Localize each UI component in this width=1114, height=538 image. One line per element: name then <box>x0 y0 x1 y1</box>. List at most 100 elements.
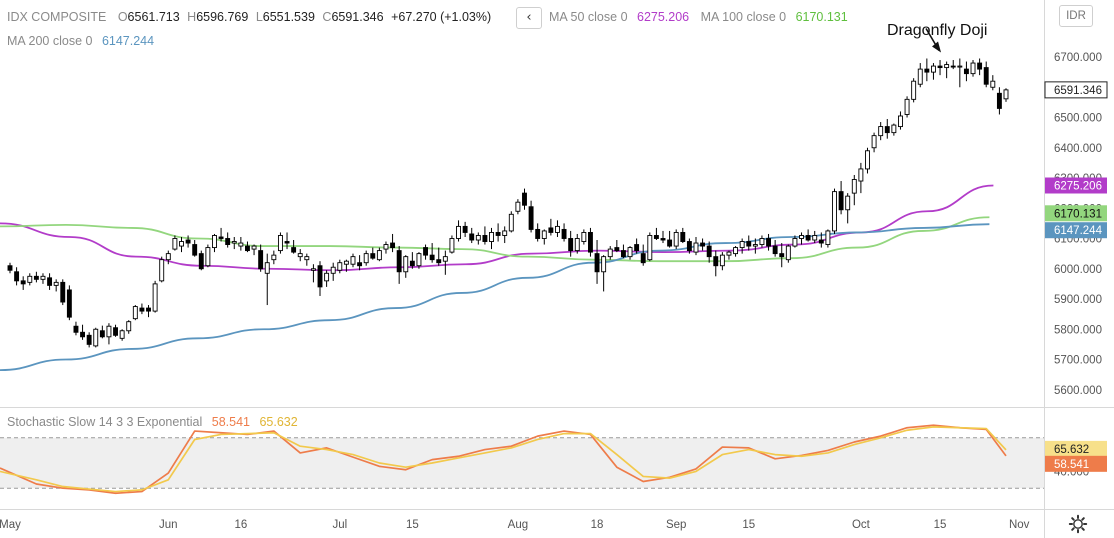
candle-body <box>159 259 165 282</box>
candle-body <box>119 330 125 339</box>
ma50-value: 6275.206 <box>637 10 690 24</box>
candle-body <box>799 235 804 239</box>
candle-body <box>1003 89 1009 100</box>
candle-body <box>653 235 659 239</box>
candle-body <box>673 231 679 247</box>
stochastic-d-value: 65.632 <box>259 415 298 429</box>
time-tick-label: Aug <box>508 519 528 531</box>
time-tick-label: 18 <box>591 519 604 531</box>
symbol-name[interactable]: IDX COMPOSITE <box>7 10 107 24</box>
gear-icon[interactable] <box>1068 514 1088 534</box>
candle-body <box>647 235 653 261</box>
candle-body <box>779 253 785 258</box>
stochastic-legend: Stochastic Slow 14 3 3 Exponential 58.54… <box>7 415 298 429</box>
candlestick-series <box>7 58 1009 348</box>
candle-body <box>990 80 996 88</box>
candle-body <box>7 265 13 271</box>
candle-body <box>588 231 593 253</box>
candle-body <box>396 250 402 273</box>
candle-body <box>884 126 890 134</box>
candle-body <box>304 256 310 261</box>
ma200-value: 6147.244 <box>101 34 155 48</box>
candle-body <box>719 254 725 267</box>
candle-body <box>317 265 323 288</box>
price-tick-label: 5800.000 <box>1054 324 1102 336</box>
candle-body <box>904 98 910 115</box>
candle-body <box>146 307 151 312</box>
candle-body <box>310 268 316 271</box>
candle-body <box>851 179 857 194</box>
candle-body <box>766 238 771 247</box>
candle-body <box>172 238 178 250</box>
candle-body <box>878 126 884 137</box>
candle-body <box>409 260 415 267</box>
candle-body <box>33 275 39 280</box>
candle-body <box>277 235 283 252</box>
candle-body <box>977 62 983 70</box>
time-tick-label: 15 <box>934 519 947 531</box>
price-tick-label: 5900.000 <box>1054 294 1102 306</box>
candle-body <box>469 233 475 241</box>
candle-body <box>251 245 257 250</box>
candle-body <box>370 253 376 259</box>
candle-body <box>139 307 145 312</box>
stochastic-k-value: 58.541 <box>211 415 250 429</box>
candle-body <box>528 206 534 230</box>
ma200-price-tag: 6147.244 <box>1054 225 1103 237</box>
candle-body <box>535 228 541 239</box>
high-label: H <box>187 10 197 24</box>
legend-collapse-button[interactable]: ‹ <box>516 7 542 29</box>
price-tick-label: 6500.000 <box>1054 113 1102 125</box>
candle-body <box>357 262 363 267</box>
ma100-label[interactable]: MA 100 close 0 <box>700 10 787 24</box>
moving-average-lines <box>0 184 994 371</box>
candle-body <box>825 230 831 246</box>
candle-body <box>693 242 699 253</box>
candle-body <box>752 244 758 247</box>
candle-body <box>126 321 132 332</box>
candle-body <box>462 225 468 233</box>
time-tick-label: Nov <box>1009 519 1030 531</box>
candle-body <box>495 231 501 236</box>
ma200-price-tag-bg <box>1045 222 1107 239</box>
ma50-price-tag-bg <box>1045 177 1107 194</box>
currency-button[interactable]: IDR <box>1059 5 1093 27</box>
stochastic-k-line <box>0 424 1007 495</box>
candle-body <box>541 230 547 239</box>
close-label: C <box>322 10 332 24</box>
candle-body <box>733 247 739 255</box>
low-label: L <box>255 10 263 24</box>
stochastic-k-tag-bg <box>1045 455 1107 472</box>
ma50-label[interactable]: MA 50 close 0 <box>549 10 628 24</box>
stochastic-d-tag: 65.632 <box>1054 444 1089 456</box>
candle-body <box>957 65 963 68</box>
time-tick-label: Jul <box>332 519 347 531</box>
candle-body <box>238 242 244 247</box>
candle-body <box>680 231 686 242</box>
chevron-left-icon: ‹ <box>526 10 532 25</box>
ma100-price-tag: 6170.131 <box>1054 208 1102 220</box>
time-axis[interactable]: May Jun 16 Jul 15 Aug 18 Sep 15 Oct 15 Nov <box>0 519 1030 531</box>
candle-body <box>996 92 1002 109</box>
candle-body <box>436 259 442 264</box>
candle-body <box>482 235 488 242</box>
candle-body <box>508 213 514 232</box>
stochastic-lines <box>0 424 1007 495</box>
candle-body <box>152 283 158 312</box>
candle-body <box>898 115 903 128</box>
candle-body <box>231 241 237 244</box>
candle-body <box>667 239 673 247</box>
annotation-arrow <box>925 28 942 53</box>
candle-body <box>865 150 870 170</box>
candle-body <box>785 245 791 261</box>
time-tick-label: 15 <box>406 519 419 531</box>
candle-body <box>403 256 409 273</box>
candle-body <box>132 306 138 320</box>
candle-body <box>739 241 745 249</box>
candle-body <box>812 235 818 241</box>
candle-body <box>264 262 270 274</box>
stochastic-title[interactable]: Stochastic Slow 14 3 3 Exponential <box>7 415 203 429</box>
stochastic-d-tag-bg <box>1045 440 1107 457</box>
ma200-label[interactable]: MA 200 close 0 <box>7 34 93 48</box>
